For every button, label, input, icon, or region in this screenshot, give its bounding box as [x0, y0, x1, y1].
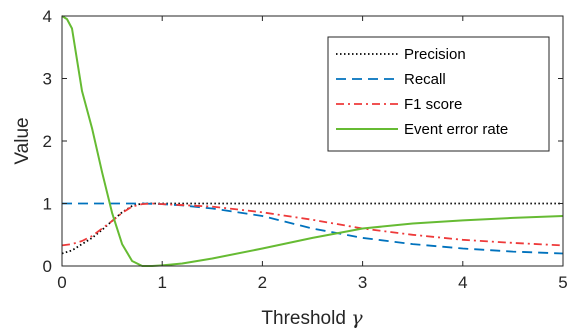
- x-axis-label-symbol: γ: [351, 307, 363, 329]
- series-line-precision: [61, 202, 563, 255]
- legend-label-recall: Recall: [404, 71, 446, 88]
- series-line-f1-score: [61, 202, 564, 247]
- x-tick-label: 0: [57, 273, 66, 292]
- y-tick-label: 4: [43, 7, 52, 26]
- y-tick-label: 2: [43, 132, 52, 151]
- legend-label-f1-score: F1 score: [404, 96, 462, 113]
- legend-label-event-error-rate: Event error rate: [404, 121, 508, 138]
- y-tick-label: 1: [43, 195, 52, 214]
- x-axis-label-text: Threshold: [261, 308, 346, 329]
- tick-layer: 0 1 2 3 4 5 0 1 2 3 4: [43, 7, 568, 292]
- x-tick-label: 3: [358, 273, 367, 292]
- legend: Precision Recall F1 score Event error rate: [327, 36, 550, 152]
- x-axis-label: Threshold γ: [261, 307, 363, 329]
- y-axis-label: Value: [12, 117, 33, 164]
- x-tick-label: 4: [458, 273, 467, 292]
- x-tick-label: 1: [157, 273, 166, 292]
- legend-label-precision: Precision: [404, 46, 466, 63]
- x-tick-label: 2: [258, 273, 267, 292]
- y-tick-label: 0: [43, 257, 52, 276]
- legend-box: [327, 36, 550, 152]
- y-tick-label: 3: [43, 70, 52, 89]
- x-tick-label: 5: [558, 273, 567, 292]
